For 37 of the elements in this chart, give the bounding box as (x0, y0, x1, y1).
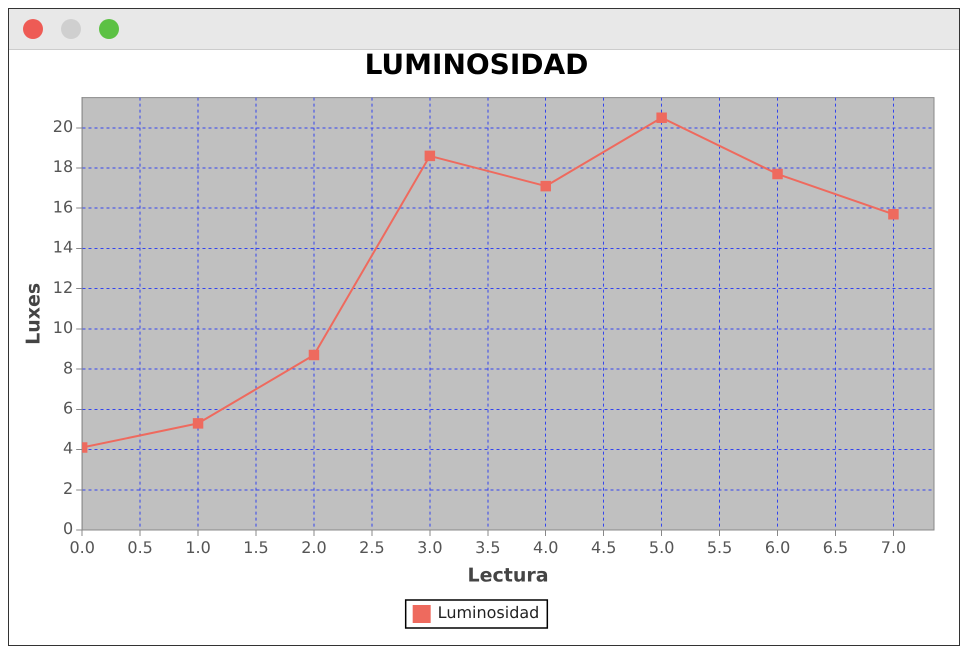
x-tick-label: 2.0 (301, 538, 327, 557)
y-tick-label: 6 (62, 398, 74, 418)
x-tick-label: 7.0 (880, 538, 906, 557)
x-tick-label: 6.5 (822, 538, 848, 557)
y-tick-label: 2 (62, 478, 74, 498)
y-tick-label: 18 (52, 157, 74, 176)
y-tick-label: 0 (62, 519, 74, 538)
y-tick-label: 10 (52, 318, 74, 338)
point (656, 112, 667, 123)
x-tick-label: 3.5 (475, 538, 501, 557)
y-axis-title: Luxes (22, 282, 44, 345)
legend-label: Luminosidad (438, 603, 540, 622)
x-axis-title: Lectura (468, 564, 549, 587)
point (540, 180, 551, 192)
y-tick-label: 20 (52, 116, 74, 136)
point (192, 418, 204, 429)
x-tick-label: 0.5 (127, 538, 153, 557)
y-tick-label: 16 (52, 197, 74, 216)
x-tick-label: 1.5 (243, 538, 269, 557)
x-tick-label: 4.0 (533, 538, 558, 557)
point (772, 168, 783, 180)
y-tick-label: 14 (52, 238, 74, 257)
point (424, 150, 436, 162)
x-tick-label: 2.5 (359, 538, 385, 557)
point (308, 350, 320, 360)
y-tick-label: 8 (62, 358, 74, 378)
x-tick-label: 5.5 (706, 538, 732, 557)
y-tick-label: 4 (62, 438, 74, 458)
x-tick-label: 3.0 (417, 538, 443, 557)
x-tick-label: 4.5 (590, 538, 616, 557)
point (888, 209, 899, 220)
x-tick-label: 1.0 (185, 538, 211, 557)
x-tick-label: 5.0 (648, 538, 674, 557)
chart-title: LUMINOSIDAD (364, 48, 588, 82)
x-tick-label: 0.0 (69, 538, 95, 557)
x-tick-label: 6.0 (764, 538, 790, 557)
y-tick-label: 12 (52, 278, 74, 297)
